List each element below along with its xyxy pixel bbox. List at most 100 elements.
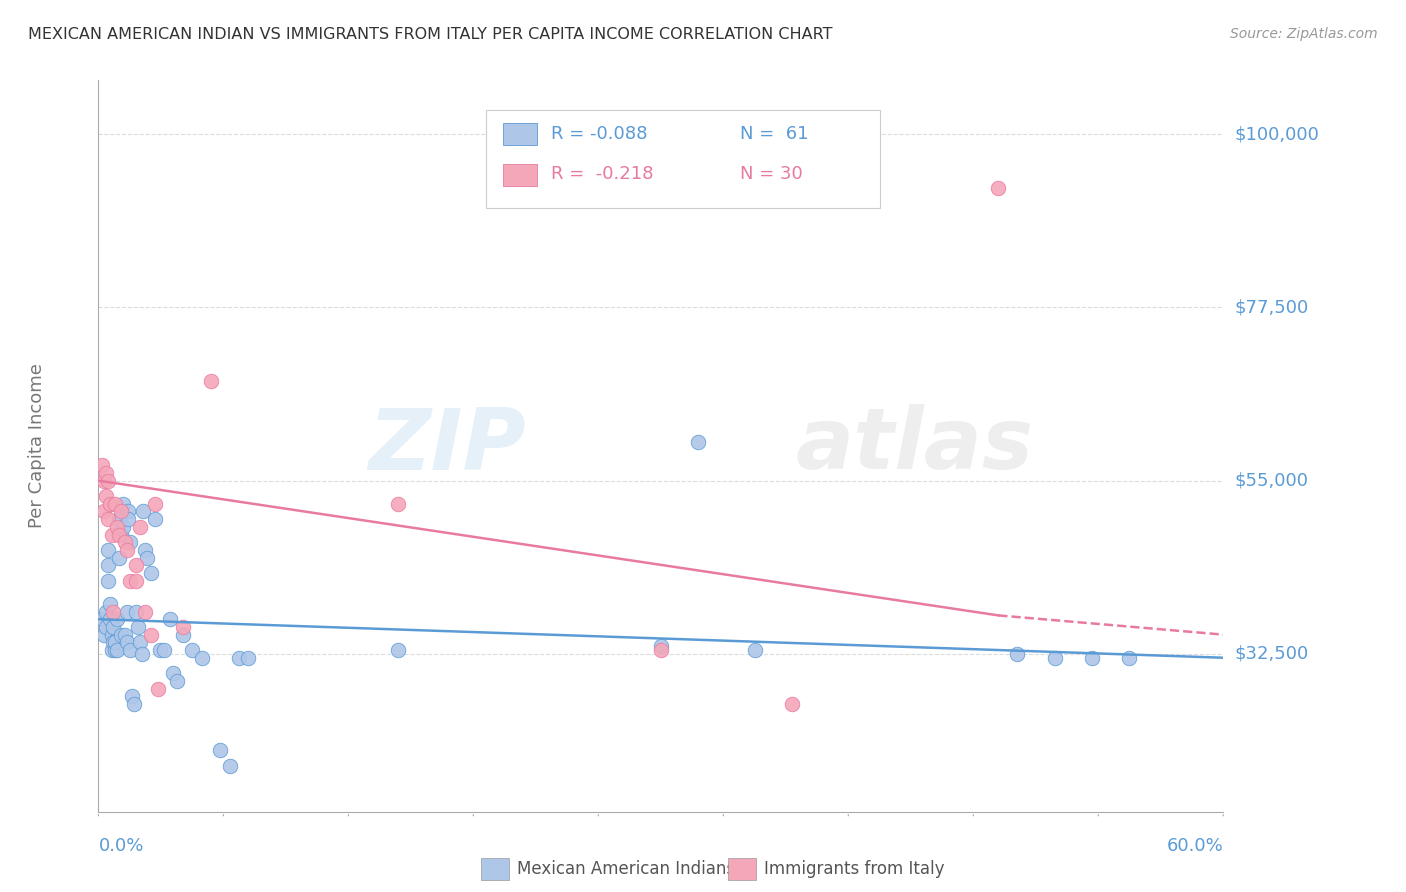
Text: ZIP: ZIP [368, 404, 526, 488]
Point [139, 566, 162, 580]
Text: $100,000: $100,000 [1234, 125, 1319, 144]
Point [131, 647, 153, 661]
Point [115, 605, 138, 619]
Point [115, 543, 138, 558]
Point [120, 643, 142, 657]
Point [97, 512, 120, 526]
Point [209, 743, 232, 757]
Point [181, 643, 204, 657]
Point [91, 612, 114, 626]
Point [111, 520, 134, 534]
Point [97, 574, 120, 588]
Point [98, 497, 121, 511]
Point [115, 635, 138, 649]
Point [117, 512, 139, 526]
Point [114, 535, 136, 549]
Point [172, 620, 194, 634]
Point [121, 690, 143, 704]
Text: Immigrants from Italy: Immigrants from Italy [765, 860, 945, 878]
Text: R =  -0.218: R = -0.218 [551, 165, 654, 183]
Point [650, 643, 672, 657]
Point [134, 605, 156, 619]
Point [108, 527, 131, 541]
Point [94, 620, 117, 634]
Point [94, 605, 117, 619]
Point [127, 620, 149, 634]
Point [125, 558, 148, 573]
Point [166, 673, 188, 688]
Point [100, 527, 122, 541]
Point [128, 520, 150, 534]
Point [688, 435, 710, 450]
Text: Mexican American Indians: Mexican American Indians [517, 860, 735, 878]
Text: R = -0.088: R = -0.088 [551, 125, 647, 143]
Point [128, 635, 150, 649]
FancyBboxPatch shape [728, 858, 756, 880]
Point [125, 605, 148, 619]
Point [122, 697, 145, 711]
Point [1005, 647, 1028, 661]
Point [104, 497, 127, 511]
Point [1043, 650, 1066, 665]
Point [162, 666, 184, 681]
Point [387, 643, 409, 657]
Point [103, 605, 125, 619]
Point [148, 681, 170, 696]
Point [111, 497, 134, 511]
Point [104, 635, 127, 649]
Point [100, 643, 122, 657]
FancyBboxPatch shape [503, 163, 537, 186]
FancyBboxPatch shape [486, 110, 880, 209]
Point [139, 627, 162, 641]
Point [159, 612, 181, 626]
FancyBboxPatch shape [503, 123, 537, 145]
Text: N = 30: N = 30 [740, 165, 803, 183]
Point [98, 597, 121, 611]
Point [143, 512, 166, 526]
Point [1081, 650, 1104, 665]
Point [103, 620, 125, 634]
Point [91, 458, 114, 473]
Text: Per Capita Income: Per Capita Income [28, 364, 45, 528]
Text: $77,500: $77,500 [1234, 299, 1309, 317]
Text: Source: ZipAtlas.com: Source: ZipAtlas.com [1230, 27, 1378, 41]
Point [97, 543, 120, 558]
Point [104, 643, 127, 657]
Point [120, 574, 142, 588]
Point [987, 181, 1010, 195]
Point [108, 550, 131, 565]
Point [228, 650, 250, 665]
Point [93, 474, 115, 488]
Point [387, 497, 409, 511]
Text: MEXICAN AMERICAN INDIAN VS IMMIGRANTS FROM ITALY PER CAPITA INCOME CORRELATION C: MEXICAN AMERICAN INDIAN VS IMMIGRANTS FR… [28, 27, 832, 42]
Text: 60.0%: 60.0% [1167, 837, 1223, 855]
Point [143, 497, 166, 511]
Point [108, 512, 131, 526]
Point [100, 627, 122, 641]
Text: $55,000: $55,000 [1234, 472, 1309, 490]
Point [650, 639, 672, 653]
Point [117, 504, 139, 518]
Point [136, 550, 159, 565]
Point [149, 643, 172, 657]
Point [153, 643, 176, 657]
Point [93, 627, 115, 641]
Point [97, 558, 120, 573]
Point [200, 374, 222, 388]
Text: 0.0%: 0.0% [98, 837, 143, 855]
Point [94, 466, 117, 480]
Text: N =  61: N = 61 [740, 125, 808, 143]
Point [132, 504, 155, 518]
Point [98, 612, 121, 626]
Point [114, 627, 136, 641]
Text: atlas: atlas [796, 404, 1033, 488]
Point [238, 650, 260, 665]
Point [105, 612, 128, 626]
Point [218, 758, 240, 772]
Point [120, 535, 142, 549]
Point [105, 643, 128, 657]
Point [103, 635, 125, 649]
Point [110, 504, 132, 518]
Point [744, 643, 766, 657]
Point [110, 527, 132, 541]
